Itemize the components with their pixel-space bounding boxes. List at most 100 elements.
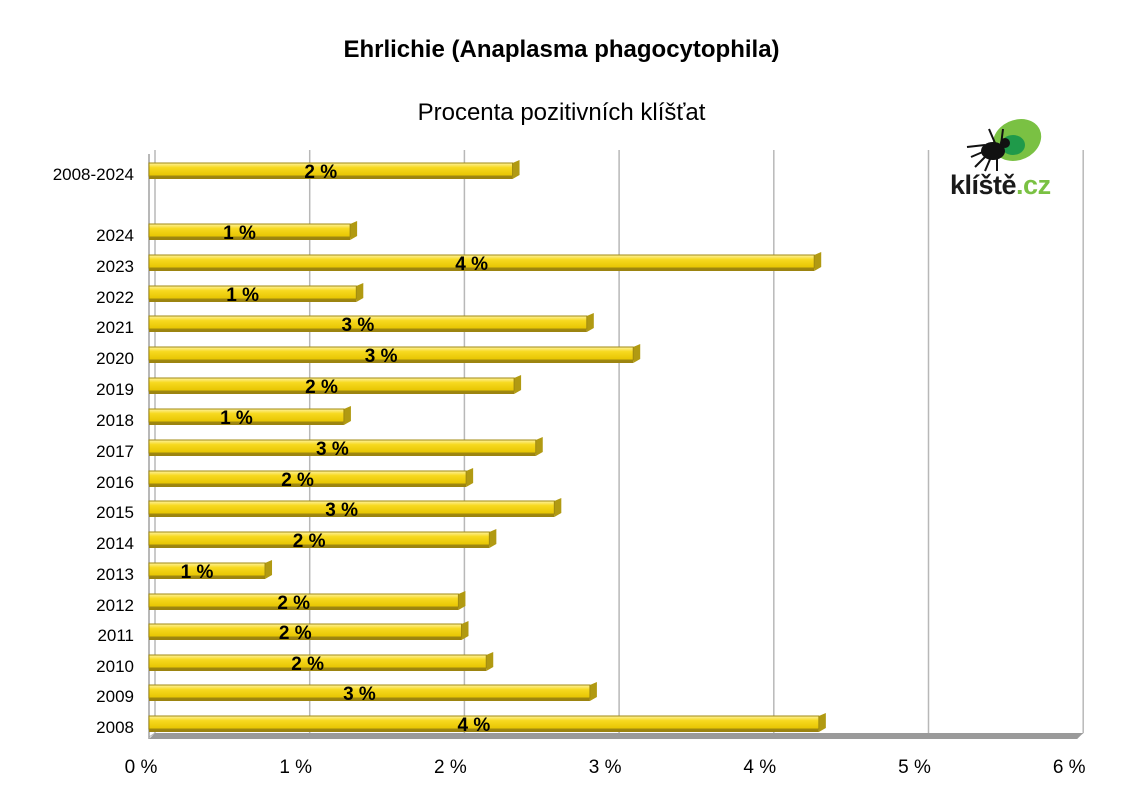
bar-end: [486, 652, 494, 671]
bar-shade: [149, 729, 819, 732]
logo-tld: .cz: [1016, 170, 1051, 200]
bar: [148, 684, 591, 699]
bar-end: [458, 591, 466, 610]
category-label: 2015: [96, 503, 134, 522]
bar: [148, 285, 357, 300]
data-label: 1 %: [181, 562, 214, 583]
logo-name: klíště: [950, 170, 1017, 200]
category-label: 2013: [96, 565, 134, 584]
data-label: 1 %: [223, 223, 256, 244]
bar: [148, 654, 487, 669]
bar-shade: [149, 607, 459, 610]
bar-end: [461, 621, 469, 640]
grid-line-depth: [148, 732, 156, 738]
bar-shade: [149, 545, 490, 548]
bar: [148, 162, 514, 177]
x-tick-label: 4 %: [743, 757, 776, 778]
bar-end: [589, 682, 597, 701]
bar-end: [512, 160, 520, 179]
data-label: 3 %: [325, 500, 358, 521]
data-label: 3 %: [365, 346, 398, 367]
category-label: 2008-2024: [53, 165, 134, 184]
bar-end: [514, 375, 522, 394]
bar-end: [633, 344, 641, 363]
bar-end: [343, 406, 351, 425]
category-label: 2021: [96, 318, 134, 337]
data-label: 2 %: [291, 654, 324, 675]
category-label: 2008: [96, 718, 134, 737]
bar-end: [818, 713, 826, 732]
bar-shade: [149, 391, 515, 394]
category-label: 2014: [96, 534, 134, 553]
category-label: 2012: [96, 596, 134, 615]
bar: [148, 254, 815, 269]
bar-shade: [149, 237, 351, 240]
bar: [148, 377, 515, 392]
bar: [148, 439, 537, 454]
data-label: 2 %: [281, 470, 314, 491]
bar-shade: [149, 668, 487, 671]
x-tick-label: 2 %: [434, 757, 467, 778]
bar-shade: [149, 576, 266, 579]
bar: [148, 470, 467, 485]
category-label: 2017: [96, 442, 134, 461]
bar-end: [466, 468, 474, 487]
bar-shade: [149, 637, 462, 640]
bar: [148, 408, 345, 423]
category-label: 2016: [96, 473, 134, 492]
bar: [148, 500, 555, 515]
logo-text: klíště.cz: [950, 170, 1051, 201]
data-label: 3 %: [316, 439, 349, 460]
bar-shade: [149, 422, 344, 425]
bar-end: [554, 498, 562, 517]
bar-shade: [149, 453, 536, 456]
x-tick-label: 3 %: [589, 757, 622, 778]
x-tick-label: 0 %: [125, 757, 158, 778]
bar-end: [586, 313, 594, 332]
bar-end: [265, 560, 273, 579]
bars: [148, 160, 826, 732]
category-label: 2022: [96, 288, 134, 307]
x-tick-label: 1 %: [279, 757, 312, 778]
chart-subtitle: Procenta pozitivních klíšťat: [417, 99, 706, 126]
bar-end: [489, 529, 497, 548]
bar: [148, 346, 634, 361]
category-label: 2010: [96, 657, 134, 676]
data-label: 2 %: [305, 377, 338, 398]
bar-shade: [149, 176, 513, 179]
bar-shade: [149, 299, 357, 302]
category-label: 2019: [96, 380, 134, 399]
bar-shade: [149, 698, 590, 701]
x-tick-label: 6 %: [1053, 757, 1086, 778]
bar: [148, 315, 588, 330]
data-label: 1 %: [220, 408, 253, 429]
category-label: 2009: [96, 687, 134, 706]
data-label: 4 %: [458, 715, 491, 736]
data-label: 3 %: [343, 684, 376, 705]
tick-icon: [966, 119, 1042, 172]
category-label: 2011: [97, 626, 134, 645]
bar-shade: [149, 329, 587, 332]
bar-end: [814, 252, 822, 271]
bar: [148, 715, 820, 730]
bar-shade: [149, 268, 815, 271]
bar: [148, 223, 351, 238]
data-label: 2 %: [293, 531, 326, 552]
bar-shade: [149, 514, 555, 517]
x-tick-label: 5 %: [898, 757, 931, 778]
data-label: 4 %: [455, 254, 488, 275]
bar-end: [356, 283, 364, 302]
chart-title: Ehrlichie (Anaplasma phagocytophila): [343, 36, 780, 63]
data-label: 2 %: [277, 593, 310, 614]
category-label: 2020: [96, 349, 134, 368]
bar: [148, 593, 459, 608]
bar: [148, 531, 490, 546]
data-label: 3 %: [342, 315, 375, 336]
data-label: 2 %: [279, 623, 312, 644]
bar: [148, 623, 462, 638]
chart-floor: [149, 733, 1084, 739]
bar: [148, 562, 266, 577]
data-label: 2 %: [304, 162, 337, 183]
